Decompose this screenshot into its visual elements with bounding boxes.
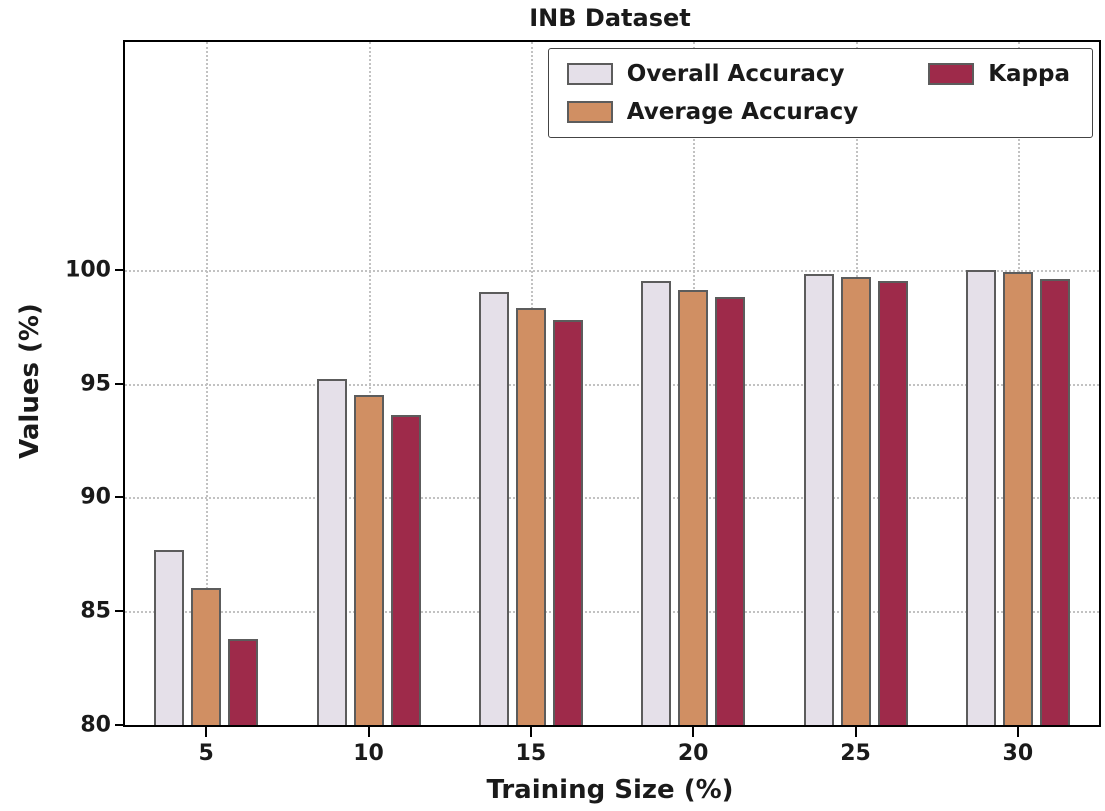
x-axis-label: Training Size (%) (486, 775, 734, 805)
legend-swatch-overall-accuracy (566, 63, 613, 85)
x-tick-label: 25 (840, 741, 871, 766)
legend-swatch-kappa (928, 63, 975, 85)
x-tick-label: 5 (198, 741, 214, 766)
bar-kappa (228, 638, 259, 725)
bar-average-accuracy (353, 394, 384, 725)
gridline-vertical (368, 42, 371, 725)
legend-item-kappa: Kappa (928, 61, 1070, 87)
gridline-horizontal (125, 269, 1099, 272)
legend-item-average-accuracy: Average Accuracy (566, 99, 859, 125)
bar-group (803, 274, 908, 725)
bar-group (478, 292, 583, 725)
bar-average-accuracy (1002, 271, 1033, 725)
bar-group (154, 549, 259, 725)
bar-group (965, 269, 1070, 725)
x-tick-mark (692, 727, 695, 737)
bar-kappa (390, 415, 421, 725)
y-tick-mark (115, 382, 125, 385)
legend-swatch-average-accuracy (566, 101, 613, 123)
bar-overall-accuracy (478, 292, 509, 725)
y-tick-mark (115, 610, 125, 613)
bar-group (316, 378, 421, 725)
x-tick-mark (529, 727, 532, 737)
y-tick-label: 90 (80, 484, 111, 510)
y-tick-mark (115, 496, 125, 499)
bar-average-accuracy (840, 276, 871, 725)
bar-group (641, 281, 746, 725)
y-tick-mark (115, 724, 125, 726)
y-tick-mark (115, 268, 125, 271)
x-tick-mark (854, 727, 857, 737)
plot-area: Overall Accuracy Average Accuracy Kappa … (65, 40, 1101, 766)
bar-average-accuracy (191, 588, 222, 725)
gridline-vertical (206, 42, 209, 725)
x-tick-label: 30 (1002, 741, 1034, 766)
gridline-horizontal (125, 383, 1099, 386)
y-tick-label: 85 (80, 598, 111, 624)
bar-overall-accuracy (316, 378, 347, 725)
bar-average-accuracy (678, 290, 709, 725)
x-tick-label: 20 (677, 741, 709, 766)
bar-kappa (877, 281, 908, 725)
legend-label-kappa: Kappa (988, 61, 1070, 87)
legend-item-overall-accuracy: Overall Accuracy (566, 61, 858, 87)
gridline-horizontal (125, 497, 1099, 500)
y-tick-label: 95 (80, 371, 111, 396)
y-tick-label: 80 (80, 712, 111, 738)
bar-kappa (1039, 278, 1070, 725)
y-tick-label: 100 (65, 257, 111, 283)
x-tick-label: 10 (353, 741, 384, 766)
bar-overall-accuracy (641, 281, 672, 725)
y-axis-label: Values (%) (15, 303, 45, 459)
legend: Overall Accuracy Average Accuracy Kappa (547, 48, 1093, 138)
legend-label-average-accuracy: Average Accuracy (626, 99, 859, 125)
x-tick-mark (1016, 727, 1019, 737)
x-tick-mark (205, 727, 208, 737)
bar-kappa (552, 319, 583, 725)
x-tick-mark (367, 727, 370, 737)
bar-overall-accuracy (965, 269, 996, 725)
x-tick-label: 15 (515, 741, 547, 766)
gridline-horizontal (125, 611, 1099, 614)
legend-column-2: Kappa (928, 61, 1070, 87)
bar-average-accuracy (515, 308, 546, 725)
bar-kappa (715, 297, 746, 725)
legend-column-1: Overall Accuracy Average Accuracy (566, 61, 859, 125)
legend-label-overall-accuracy: Overall Accuracy (626, 61, 845, 87)
bar-overall-accuracy (154, 549, 185, 725)
bar-overall-accuracy (803, 274, 834, 725)
chart-title: INB Dataset (529, 4, 691, 32)
